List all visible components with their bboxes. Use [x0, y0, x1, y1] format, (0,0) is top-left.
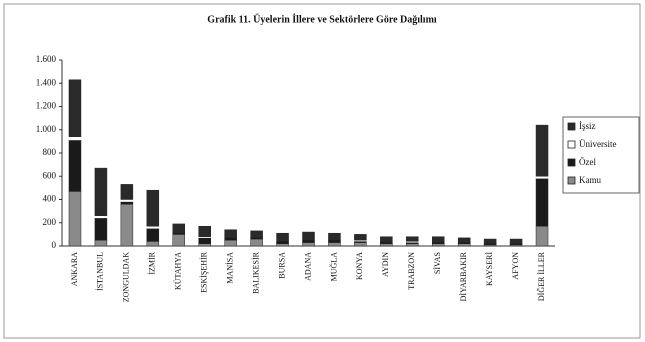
bar-segment: [120, 201, 134, 205]
bar-segment: [535, 124, 549, 177]
bar-segment: [68, 139, 82, 192]
x-tick-label: KONYA: [355, 252, 364, 280]
y-tick-label: 1.600: [36, 54, 57, 64]
legend-swatch: [567, 158, 576, 167]
bar-segment: [354, 234, 367, 241]
bar-segment: [146, 226, 159, 229]
x-tick-label: MANİSA: [225, 252, 234, 284]
bar-segment: [406, 236, 419, 242]
chart-title: Grafik 11. Üyelerin İllere ve Sektörlere…: [207, 12, 437, 25]
x-tick-label: DİĞER İLLER: [536, 251, 546, 301]
bar-segment: [224, 239, 237, 247]
bar-segment: [328, 242, 341, 247]
y-tick-label: 0: [52, 240, 57, 250]
y-tick-label: 400: [43, 194, 57, 204]
x-tick-label: ESKİŞEHİR: [200, 251, 209, 293]
x-tick-label: AYDIN: [381, 252, 390, 277]
y-tick-label: 1.000: [36, 124, 57, 134]
legend-label: İşsiz: [579, 121, 596, 131]
bar-segment: [94, 167, 108, 217]
bar-segment: [120, 203, 134, 247]
x-tick-label: İZMİR: [148, 251, 157, 274]
bar-segment: [94, 215, 107, 219]
legend-swatch: [567, 122, 576, 131]
y-tick-label: 1.200: [36, 101, 57, 111]
x-tick-label: ZONGULDAK: [122, 252, 131, 302]
bar-segment: [483, 238, 497, 244]
chart-frame: [3, 3, 641, 339]
y-tick-label: 800: [43, 147, 57, 157]
x-tick-label: DİYARBAKIR: [459, 251, 468, 301]
bar-segment: [198, 237, 211, 244]
bar-segment: [431, 243, 445, 247]
bar-segment: [328, 239, 341, 243]
bar-segment: [68, 79, 82, 137]
x-tick-label: ANKARA: [70, 252, 79, 286]
bar-segment: [302, 239, 315, 243]
x-tick-label: SİVAS: [433, 252, 442, 274]
x-tick-label: MUĞLA: [328, 252, 338, 282]
x-tick-label: ADANA: [303, 252, 312, 281]
bar-segment: [302, 242, 315, 247]
bar-segment: [406, 242, 419, 244]
bar-segment: [250, 238, 263, 247]
bar-segment: [535, 178, 549, 227]
bar-segment: [146, 189, 160, 227]
x-tick-label: TRABZON: [407, 252, 416, 290]
bar-segment: [276, 241, 289, 244]
bar-segment: [535, 225, 549, 247]
y-tick-label: 600: [43, 170, 57, 180]
x-tick-label: İSTANBUL: [96, 252, 105, 291]
legend-swatch: [567, 176, 576, 185]
legend-swatch: [567, 140, 576, 149]
bar-segment: [172, 234, 186, 247]
legend-box: [562, 116, 640, 194]
bar-segment: [380, 236, 393, 243]
bar-segment: [302, 231, 315, 241]
bar-segment: [68, 136, 81, 141]
bar-segment: [172, 223, 186, 234]
legend-label: Üniversite: [579, 139, 617, 149]
bar-segment: [276, 232, 289, 242]
bar-segment: [198, 225, 211, 237]
bar-segment: [120, 199, 133, 202]
bar-segment: [224, 229, 237, 239]
bar-segment: [198, 236, 211, 238]
bar-segment: [146, 241, 160, 247]
bar-segment: [198, 243, 211, 247]
bar-segment: [224, 237, 237, 241]
legend-label: Kamu: [579, 175, 601, 185]
bar-segment: [250, 230, 263, 239]
y-tick-label: 200: [43, 217, 57, 227]
bar-segment: [406, 243, 419, 247]
bar-segment: [406, 241, 419, 243]
bar-segment: [146, 228, 160, 242]
bar-segment: [380, 243, 393, 247]
bar-segment: [509, 238, 523, 244]
bar-segment: [68, 191, 82, 247]
bar-segment: [536, 176, 549, 179]
bar-segment: [354, 242, 367, 247]
bar-segment: [354, 240, 367, 242]
bar-segment: [94, 239, 108, 247]
x-tick-label: BURSA: [277, 252, 286, 279]
bar-segment: [94, 217, 108, 241]
bar-segment: [431, 236, 445, 243]
x-tick-label: KÜTAHYA: [174, 252, 183, 290]
bar-segment: [457, 237, 471, 243]
bar-segment: [276, 243, 289, 247]
bar-segment: [328, 232, 341, 241]
x-tick-label: BALIKESİR: [251, 251, 260, 293]
bar-segment: [457, 243, 471, 247]
x-tick-label: AFYON: [511, 252, 520, 280]
bar-segment: [354, 241, 367, 243]
bar-segment: [120, 184, 134, 200]
legend-label: Özel: [579, 157, 596, 167]
y-tick-label: 1.400: [36, 77, 57, 87]
x-tick-label: KAYSERİ: [485, 252, 494, 286]
